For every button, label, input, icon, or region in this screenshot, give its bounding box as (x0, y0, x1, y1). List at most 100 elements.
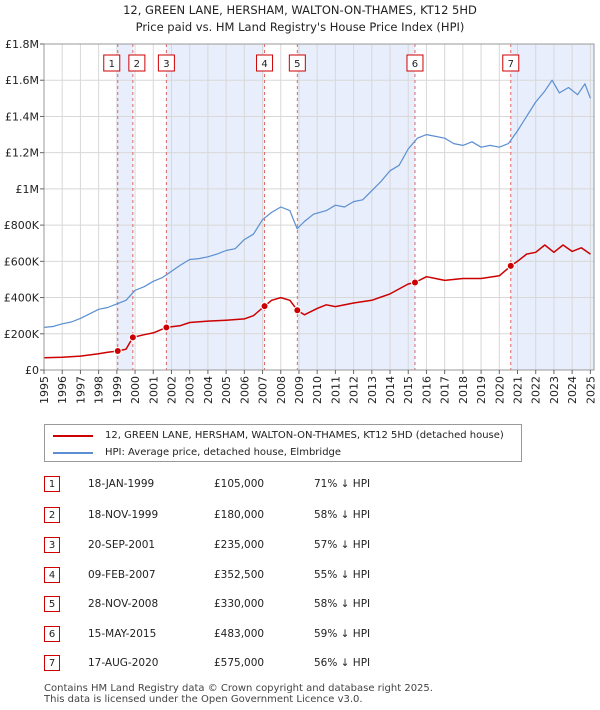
x-tick-label: 2017 (439, 376, 452, 404)
transaction-row: 2 18-NOV-1999 £180,000 58% ↓ HPI (0, 507, 600, 527)
transaction-price: £180,000 (214, 509, 265, 521)
shaded-period (166, 44, 265, 370)
x-tick-label: 2019 (475, 376, 488, 404)
transaction-marker: 2 (44, 507, 60, 523)
sale-labels: 1 2 3 4 5 6 7 (103, 54, 520, 72)
y-tick-label: £1.8M (5, 38, 39, 51)
transaction-marker: 4 (44, 567, 60, 583)
hpi-line (43, 79, 591, 328)
transaction-price: £352,500 (214, 569, 265, 581)
transaction-date: 18-NOV-1999 (88, 509, 159, 521)
transaction-date: 28-NOV-2008 (88, 598, 159, 610)
sale-point (113, 346, 122, 355)
chart-subtitle: Price paid vs. HM Land Registry's House … (136, 20, 465, 34)
x-tick-label: 2002 (165, 376, 178, 404)
sale-label-text: 5 (294, 59, 300, 70)
sale-label: 1 (103, 54, 121, 72)
transaction-hpi-diff: 58% ↓ HPI (314, 509, 371, 521)
x-tick-label: 2006 (238, 376, 251, 404)
x-tick-label: 1999 (111, 376, 124, 404)
transaction-row: 6 15-MAY-2015 £483,000 59% ↓ HPI (0, 626, 600, 646)
transaction-hpi-diff: 59% ↓ HPI (314, 628, 371, 640)
transaction-hpi-diff: 58% ↓ HPI (314, 598, 371, 610)
y-tick-label: £0 (25, 364, 39, 377)
y-tick-label: £600K (4, 255, 40, 268)
transaction-marker: 7 (44, 655, 60, 671)
transaction-row: 3 20-SEP-2001 £235,000 57% ↓ HPI (0, 537, 600, 557)
y-tick-label: £1.2M (5, 147, 39, 160)
x-tick-label: 1995 (38, 376, 51, 404)
sale-label-box (157, 54, 175, 72)
x-tick-label: 2007 (257, 376, 270, 404)
shaded-period (297, 44, 415, 370)
transaction-row: 5 28-NOV-2008 £330,000 58% ↓ HPI (0, 596, 600, 616)
x-tick-label: 2010 (311, 376, 324, 404)
transaction-price: £330,000 (214, 598, 265, 610)
sale-label-box (288, 54, 306, 72)
sale-label-text: 3 (163, 59, 169, 70)
x-tick-label: 2012 (348, 376, 361, 404)
sale-label-box (103, 54, 121, 72)
transaction-date: 18-JAN-1999 (88, 478, 155, 490)
sale-point (293, 306, 302, 315)
y-tick-label: £1.4M (5, 110, 39, 123)
x-tick-label: 2023 (548, 376, 561, 404)
transaction-hpi-diff: 56% ↓ HPI (314, 657, 371, 669)
transaction-marker: 1 (44, 476, 60, 492)
sale-label-text: 7 (508, 59, 514, 70)
sale-point (410, 278, 419, 287)
sale-marker-lines (117, 44, 512, 370)
legend: 12, GREEN LANE, HERSHAM, WALTON-ON-THAME… (44, 424, 522, 462)
sale-label-text: 1 (109, 59, 115, 70)
sale-label-box (128, 54, 146, 72)
transaction-row: 7 17-AUG-2020 £575,000 56% ↓ HPI (0, 655, 600, 675)
sale-point (162, 323, 171, 332)
legend-item-property: 12, GREEN LANE, HERSHAM, WALTON-ON-THAME… (53, 430, 504, 441)
x-tick-label: 1997 (74, 376, 87, 404)
transaction-hpi-diff: 71% ↓ HPI (314, 478, 371, 490)
x-tick-label: 2004 (202, 376, 215, 404)
y-tick-label: £1M (16, 183, 40, 196)
x-tick-label: 2014 (384, 376, 397, 404)
y-tick-label: £800K (4, 219, 40, 232)
footer-copyright: Contains HM Land Registry data © Crown c… (44, 683, 433, 694)
sale-label: 4 (256, 54, 274, 72)
price-chart: 12, GREEN LANE, HERSHAM, WALTON-ON-THAME… (4, 3, 598, 404)
chart-title: 12, GREEN LANE, HERSHAM, WALTON-ON-THAME… (123, 3, 477, 17)
sale-label: 3 (157, 54, 175, 72)
x-tick-label: 2011 (329, 376, 342, 404)
x-tick-label: 2000 (129, 376, 142, 404)
transaction-hpi-diff: 57% ↓ HPI (314, 539, 371, 551)
legend-swatch-property (53, 434, 93, 437)
sale-label: 6 (406, 54, 424, 72)
x-tick-label: 2022 (530, 376, 543, 404)
y-axis: £0 £200K £400K £600K £800K £1M £1.2M £1.4M £1.6M… (4, 38, 44, 377)
sale-label-box (256, 54, 274, 72)
transaction-hpi-diff: 55% ↓ HPI (314, 569, 371, 581)
legend-label-property: 12, GREEN LANE, HERSHAM, WALTON-ON-THAME… (105, 430, 504, 441)
x-axis: 1995 1996 1997 1998 1999 2000 2001 2002 2003 2004… (38, 370, 597, 404)
sale-point (260, 302, 269, 311)
sale-point (128, 333, 137, 342)
transaction-marker: 3 (44, 537, 60, 553)
series-lines (43, 79, 591, 359)
x-tick-label: 2009 (293, 376, 306, 404)
y-tick-label: £200K (4, 328, 40, 341)
transaction-date: 17-AUG-2020 (88, 657, 159, 669)
sale-label-text: 4 (261, 59, 267, 70)
y-tick-label: £400K (4, 292, 40, 305)
transaction-price: £105,000 (214, 478, 265, 490)
shaded-period (117, 44, 133, 370)
sale-label: 2 (128, 54, 146, 72)
x-tick-label: 2025 (584, 376, 597, 404)
transaction-date: 20-SEP-2001 (88, 539, 156, 551)
x-tick-label: 2020 (493, 376, 506, 404)
plot-frame (43, 43, 595, 371)
sale-label: 7 (502, 54, 520, 72)
transaction-marker: 5 (44, 596, 60, 612)
x-tick-label: 2008 (275, 376, 288, 404)
sale-label: 5 (288, 54, 306, 72)
sale-label-text: 2 (134, 59, 140, 70)
x-tick-label: 2013 (366, 376, 379, 404)
x-tick-label: 1996 (56, 376, 69, 404)
